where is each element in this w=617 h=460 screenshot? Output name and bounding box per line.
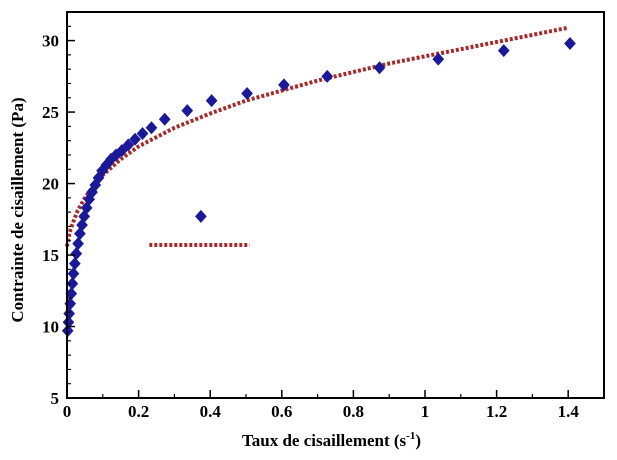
y-tick-label: 10	[42, 318, 59, 337]
y-tick-label: 15	[42, 246, 59, 265]
data-point	[67, 267, 80, 281]
data-point	[181, 104, 194, 118]
data-point	[158, 112, 171, 126]
data-point	[195, 209, 207, 223]
fit-curve	[65, 25, 569, 247]
data-point	[145, 121, 158, 135]
y-tick-label: 5	[51, 389, 60, 408]
data-point	[241, 86, 253, 100]
x-tick-label: 1.4	[558, 402, 580, 421]
data-point	[497, 44, 510, 58]
data-point	[432, 52, 445, 66]
x-tick-label: 1.2	[486, 402, 507, 421]
y-axis: 5 10 15 20 25 30	[42, 25, 75, 408]
data-point	[564, 36, 576, 50]
data-point	[115, 144, 128, 158]
x-tick-label: 0.6	[271, 402, 292, 421]
data-point	[129, 132, 141, 146]
data-point	[72, 237, 84, 251]
data-point	[136, 127, 149, 141]
data-point	[74, 227, 86, 241]
y-tick-label: 20	[42, 175, 59, 194]
data-point	[70, 247, 83, 261]
x-tick-label: 0.4	[200, 402, 222, 421]
x-tick-label: 0.2	[128, 402, 149, 421]
data-point	[69, 257, 81, 271]
x-axis: 0 0.2 0.4 0.6 0.8 1 1.2 1.4	[63, 390, 580, 421]
data-point	[122, 138, 135, 152]
data-point	[65, 287, 78, 301]
data-point	[92, 171, 105, 185]
x-tick-label: 0.8	[343, 402, 364, 421]
data-point	[63, 307, 75, 321]
data-point	[64, 297, 77, 311]
x-axis-title: Taux de cisaillement (s-1)	[242, 430, 421, 450]
data-point	[373, 61, 386, 75]
x-tick-label: 1	[421, 402, 430, 421]
data-point	[278, 78, 290, 92]
data-point	[62, 315, 75, 329]
data-point	[83, 192, 96, 206]
y-tick-label: 25	[42, 103, 59, 122]
y-axis-title: Contrainte de cisaillement (Pa)	[8, 97, 27, 322]
data-point	[321, 69, 334, 83]
plot-frame	[66, 11, 605, 399]
data-point	[66, 277, 79, 291]
x-tick-label: 0	[63, 402, 72, 421]
plot-area	[61, 25, 576, 338]
y-tick-label: 30	[42, 32, 59, 51]
data-point	[96, 164, 108, 178]
data-point	[205, 94, 218, 108]
